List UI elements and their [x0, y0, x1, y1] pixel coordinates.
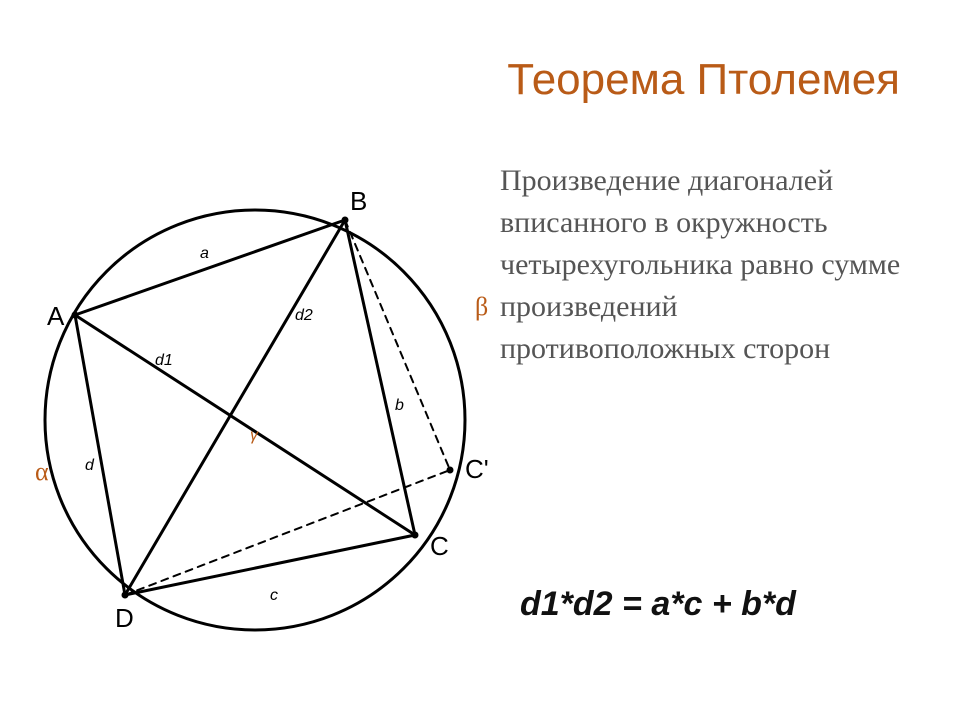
svg-text:B: B: [350, 186, 367, 216]
svg-text:D: D: [115, 603, 134, 633]
slide: Теорема Птолемея Произведение диагоналей…: [0, 0, 960, 720]
diagram-svg: A B C C' Da b c d d1 d2 γ α β: [20, 140, 490, 660]
svg-text:α: α: [35, 457, 49, 486]
svg-text:C': C': [465, 454, 489, 484]
ptolemy-formula: d1*d2 = a*c + b*d: [520, 585, 796, 624]
svg-text:b: b: [395, 397, 404, 414]
theorem-statement: Произведение диагоналей вписанного в окр…: [500, 160, 920, 370]
svg-text:c: c: [270, 587, 278, 604]
svg-text:A: A: [47, 301, 65, 331]
svg-text:γ: γ: [250, 427, 259, 444]
svg-text:d1: d1: [155, 352, 173, 369]
svg-text:C: C: [430, 531, 449, 561]
svg-text:d2: d2: [295, 307, 313, 324]
svg-text:d: d: [85, 457, 95, 474]
ptolemy-diagram: A B C C' Da b c d d1 d2 γ α β: [20, 140, 490, 660]
svg-text:a: a: [200, 245, 209, 262]
svg-text:β: β: [475, 292, 488, 321]
slide-title: Теорема Птолемея: [507, 55, 900, 105]
